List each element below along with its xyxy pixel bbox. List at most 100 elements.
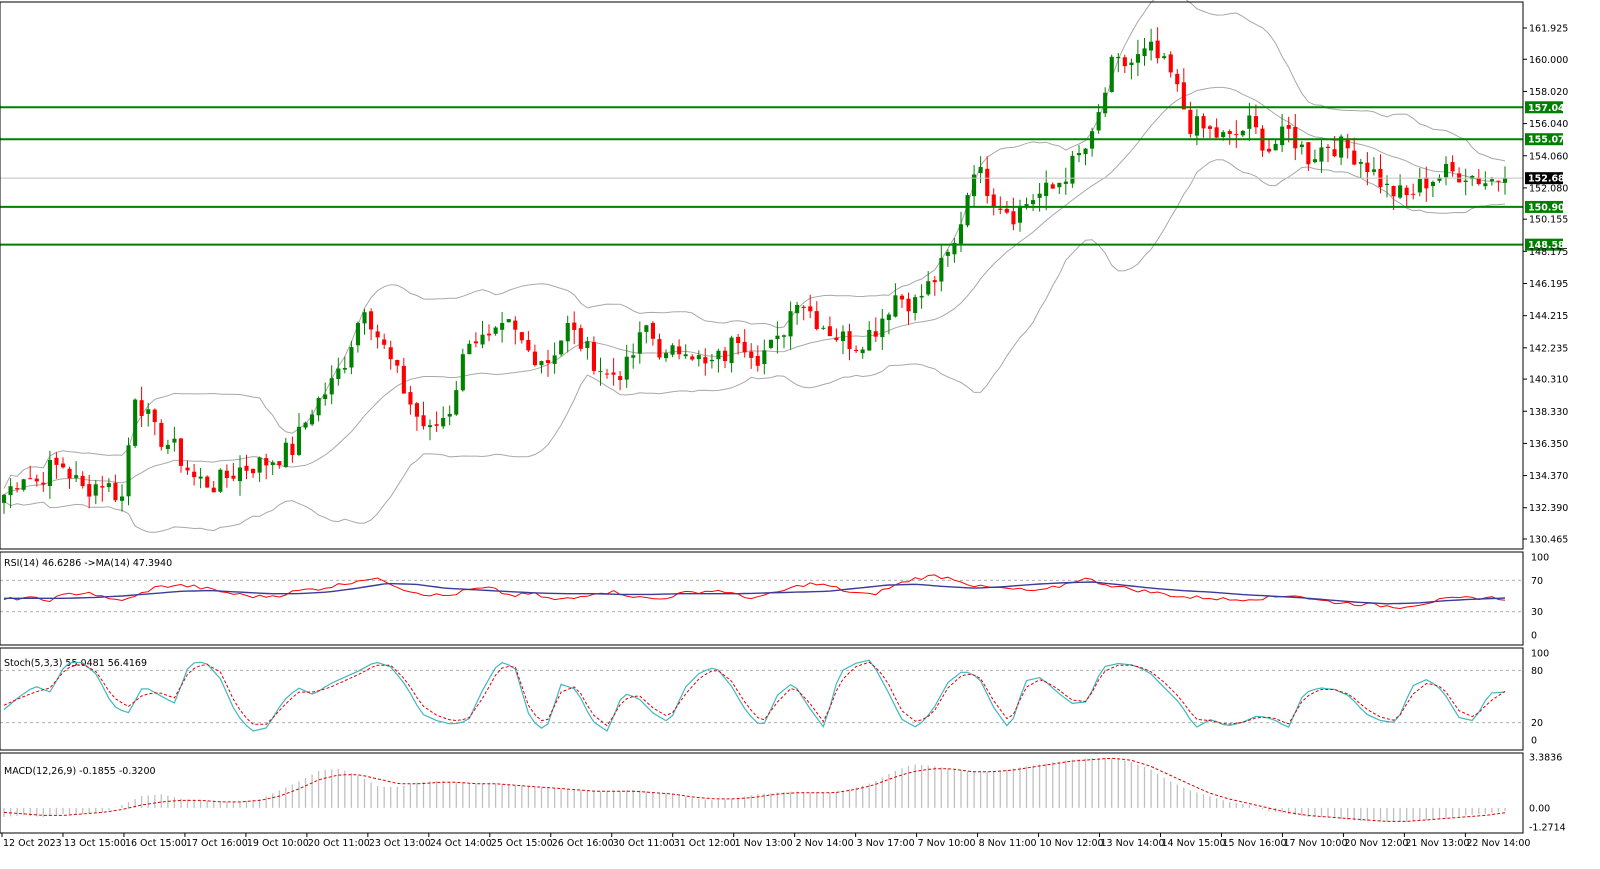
candle-body (532, 351, 537, 366)
macd-tick-label: -1.2714 (1529, 823, 1566, 834)
price-tick-label: 142.235 (1529, 343, 1568, 354)
price-tick-label: 158.020 (1529, 87, 1568, 98)
candle-body (1503, 178, 1508, 183)
candle-body (1293, 127, 1298, 149)
candle-body (860, 349, 865, 354)
candle-body (1129, 62, 1134, 65)
candle-body (159, 422, 164, 447)
candle-body (231, 475, 236, 479)
candle-body (67, 468, 72, 479)
price-tick-label: 160.000 (1529, 55, 1568, 66)
candle-body (434, 424, 439, 426)
candle-body (480, 334, 485, 345)
candle-body (1253, 116, 1258, 128)
candle-body (1162, 56, 1167, 59)
price-pane[interactable]: 157.044 155.079 150.909 148.586 152.680 (0, 0, 1572, 533)
candle-body (1398, 185, 1403, 198)
candle-body (644, 325, 649, 332)
candle-body (1109, 56, 1114, 93)
candle-body (978, 167, 983, 174)
stochastic-tick-label: 80 (1531, 666, 1543, 677)
candle-body (729, 337, 734, 364)
candle-body (1240, 130, 1245, 136)
candle-body (611, 372, 616, 375)
macd-pane[interactable]: MACD(12,26,9) -0.1855 -0.3200 3.3836 0.00… (3, 753, 1566, 834)
time-tick-label: 1 Nov 13:00 (735, 838, 793, 849)
candle-body (814, 311, 819, 329)
candle-body (388, 347, 393, 360)
stochastic-main-line (3, 659, 1506, 732)
candle-body (1083, 148, 1088, 155)
candle-body (1135, 54, 1140, 63)
time-tick-label: 8 Nov 11:00 (979, 838, 1037, 849)
stochastic-tick-label: 100 (1531, 649, 1549, 660)
candle-body (1070, 155, 1075, 184)
candle-body (2, 494, 7, 503)
stochastic-pane[interactable]: Stoch(5,3,3) 55.0481 56.4169 100 80 20 0 (0, 649, 1549, 747)
time-tick-label: 30 Oct 11:00 (613, 838, 675, 849)
candle-body (886, 314, 891, 320)
current-price-tag (1525, 172, 1563, 185)
rsi-tick-label: 0 (1531, 631, 1537, 642)
candle-body (631, 355, 636, 358)
candle-body (1122, 57, 1127, 67)
bollinger-middle-line (3, 86, 1506, 496)
rsi-pane[interactable]: RSI(14) 46.6286 ->MA(14) 47.3940 100 70 30… (0, 553, 1549, 642)
candle-body (1221, 132, 1226, 137)
candle-body (939, 257, 944, 282)
candle-body (782, 335, 787, 337)
candle-body (539, 361, 544, 366)
candle-body (146, 409, 151, 414)
candle-body (1339, 136, 1344, 158)
macd-tick-label: 0.00 (1529, 803, 1550, 814)
candle-body (310, 414, 315, 425)
candle-body (788, 311, 793, 337)
candle-body (913, 297, 918, 313)
candle-body (382, 339, 387, 345)
candle-body (664, 353, 669, 359)
candle-body (61, 463, 66, 468)
stochastic-tick-label: 20 (1531, 718, 1543, 729)
candle-body (873, 331, 878, 337)
candle-body (972, 174, 977, 197)
macd-label: MACD(12,26,9) -0.1855 -0.3200 (4, 766, 156, 777)
candle-body (1483, 183, 1488, 187)
candle-body (559, 340, 564, 355)
level-price-tag (1525, 238, 1563, 251)
candle-body (316, 398, 321, 416)
candle-body (605, 373, 610, 375)
candle-body (650, 322, 655, 339)
candle-body (1057, 182, 1062, 188)
candle-body (120, 496, 125, 501)
candle-body (899, 295, 904, 300)
rsi-tick-label: 70 (1531, 576, 1543, 587)
candle-body (958, 224, 963, 244)
candle-body (467, 343, 472, 355)
candle-body (1063, 181, 1068, 184)
rsi-label: RSI(14) 46.6286 ->MA(14) 47.3940 (4, 558, 172, 569)
candle-body (808, 306, 813, 312)
candle-body (192, 471, 197, 478)
candle-body (965, 195, 970, 226)
candle-body (506, 319, 511, 323)
candle-body (546, 360, 551, 363)
candle-body (21, 479, 26, 490)
candle-body (408, 392, 413, 405)
candle-body (172, 438, 177, 443)
candle-body (1417, 179, 1422, 193)
candle-body (1496, 180, 1501, 182)
candle-body (847, 331, 852, 349)
candle-body (224, 470, 229, 478)
candle-body (270, 462, 275, 465)
candle-body (598, 371, 603, 373)
candle-body (1450, 162, 1455, 172)
candle-body (1188, 109, 1193, 134)
time-tick-label: 25 Oct 15:00 (491, 838, 553, 849)
candle-body (762, 350, 767, 364)
candle-body (1306, 142, 1311, 165)
candle-body (1017, 205, 1022, 223)
time-tick-label: 7 Nov 10:00 (918, 838, 976, 849)
candle-body (264, 458, 269, 466)
candle-body (1201, 116, 1206, 129)
